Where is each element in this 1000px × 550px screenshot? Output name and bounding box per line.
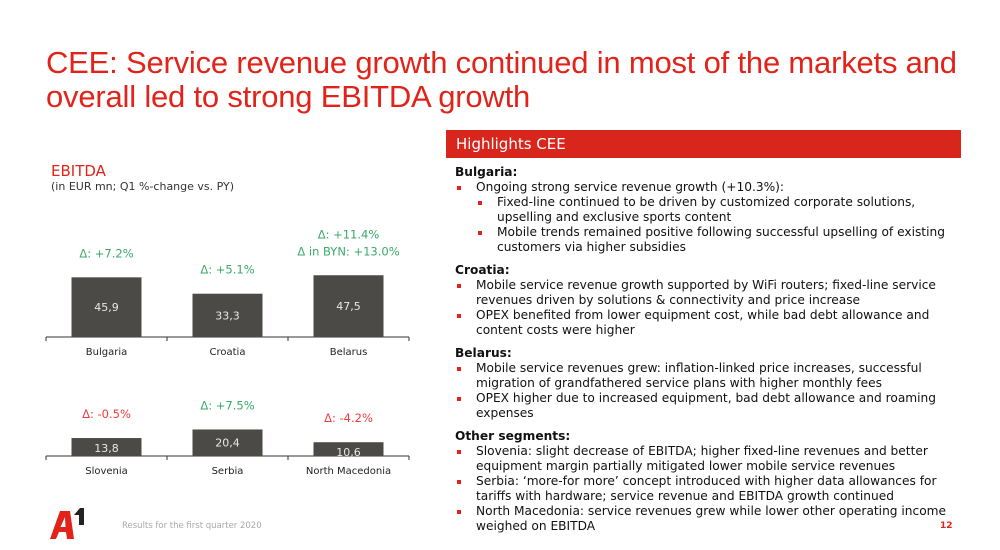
category-label: Belarus [330, 347, 368, 358]
bar-value-label: 45,9 [94, 301, 119, 314]
chart-subtitle: (in EUR mn; Q1 %-change vs. PY) [51, 180, 235, 193]
bullet-list: Slovenia: slight decrease of EBITDA; hig… [455, 444, 965, 534]
bullet-item: North Macedonia: service revenues grew w… [455, 504, 965, 534]
category-label: Croatia [210, 347, 246, 358]
section-title: Bulgaria: [455, 165, 518, 179]
sub-bullet-list: Fixed-line continued to be driven by cus… [476, 195, 965, 255]
bullet-list: Ongoing strong service revenue growth (+… [455, 180, 965, 255]
slide-title: CEE: Service revenue growth continued in… [46, 45, 957, 114]
footer-text: Results for the first quarter 2020 [122, 521, 262, 531]
bullet-item: Mobile service revenues grew: inflation-… [455, 361, 965, 391]
highlights-header: Highlights CEE [446, 130, 961, 158]
bar-north-macedonia [313, 442, 384, 456]
delta-annotation: Δ: +11.4% [318, 227, 380, 241]
chart-title: EBITDA [51, 162, 106, 180]
bullet-item: Serbia: ‘more-for more’ concept introduc… [455, 474, 965, 504]
bar-serbia [192, 429, 263, 456]
delta-annotation: Δ: +5.1% [200, 263, 254, 277]
bullet-item: Mobile service revenue growth supported … [455, 278, 965, 308]
bar-belarus [313, 275, 384, 337]
bar-value-label: 13,8 [94, 442, 119, 455]
section-title: Belarus: [455, 346, 512, 360]
sub-bullet-item: Mobile trends remained positive followin… [476, 225, 965, 255]
section-title: Croatia: [455, 263, 510, 277]
bullet-item: OPEX higher due to increased equipment, … [455, 391, 965, 421]
bar-value-label: 33,3 [215, 309, 240, 322]
category-label: North Macedonia [306, 466, 391, 477]
bullet-item: Slovenia: slight decrease of EBITDA; hig… [455, 444, 965, 474]
category-label: Bulgaria [86, 347, 127, 358]
category-label: Slovenia [85, 466, 128, 477]
delta-annotation: Δ: +7.2% [79, 246, 133, 260]
bullet-list: Mobile service revenues grew: inflation-… [455, 361, 965, 421]
delta-annotation: Δ in BYN: +13.0% [297, 244, 399, 258]
a1-logo [48, 505, 88, 545]
ebitda-chart: 45,9 Bulgaria Δ: +7.2% 33,3 Croatia Δ: +5.1% 4… [45, 227, 410, 477]
bar-value-label: 47,5 [336, 300, 361, 313]
delta-annotation: Δ: +7.5% [200, 398, 254, 412]
bar-bulgaria [71, 277, 142, 337]
bar-slovenia [71, 438, 142, 456]
bullet-item: OPEX benefited from lower equipment cost… [455, 308, 965, 338]
highlights-body: Bulgaria: Ongoing strong service revenue … [455, 165, 965, 534]
delta-annotation: Δ: -0.5% [82, 407, 131, 421]
bullet-list: Mobile service revenue growth supported … [455, 278, 965, 338]
bullet-item: Ongoing strong service revenue growth (+… [455, 180, 965, 255]
bar-value-label: 10,6 [336, 446, 361, 459]
category-label: Serbia [212, 466, 244, 477]
bar-croatia [192, 293, 263, 337]
page-number: 12 [940, 521, 953, 531]
sub-bullet-item: Fixed-line continued to be driven by cus… [476, 195, 965, 225]
delta-annotation: Δ: -4.2% [324, 411, 373, 425]
bar-value-label: 20,4 [215, 437, 240, 450]
section-title: Other segments: [455, 429, 571, 443]
